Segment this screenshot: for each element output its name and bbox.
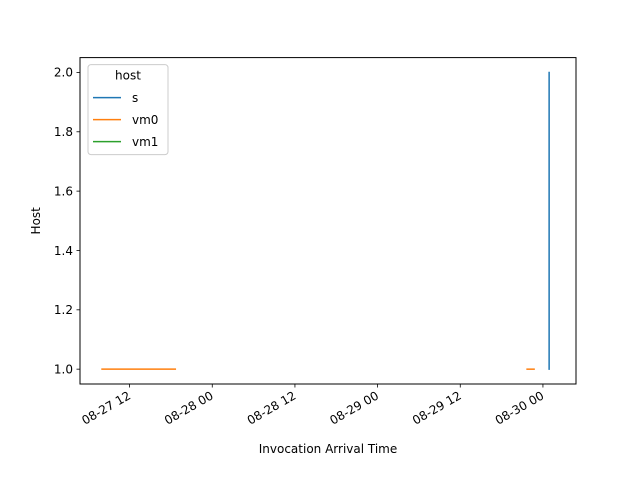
y-axis-label: Host: [29, 207, 43, 235]
legend-frame: [87, 64, 169, 156]
plot-lines: [101, 71, 550, 370]
x-tick-label: 08-28 00: [162, 388, 216, 427]
y-tick-label: 2.0: [54, 66, 73, 80]
y-axis: 1.0 1.2 1.4 1.6 1.8 2.0: [54, 66, 80, 376]
legend-label-vm1: vm1: [132, 135, 158, 149]
x-tick-label: 08-29 00: [327, 388, 381, 427]
y-tick-label: 1.4: [54, 244, 73, 258]
x-axis: 08-27 12 08-28 00 08-28 12 08-29 00 08-29 12…: [79, 384, 546, 428]
x-axis-label: Invocation Arrival Time: [259, 442, 398, 456]
legend-label-s: s: [132, 91, 138, 105]
legend-title: host: [115, 69, 141, 83]
plot-frame: [79, 57, 577, 385]
legend: host s vm0 vm1: [87, 64, 169, 156]
x-tick-label: 08-28 12: [245, 388, 299, 427]
x-tick-label: 08-27 12: [79, 388, 133, 427]
x-tick-label: 08-29 12: [410, 388, 464, 427]
x-tick-label: 08-30 00: [493, 388, 547, 427]
y-tick-label: 1.6: [54, 184, 73, 198]
y-tick-label: 1.0: [54, 362, 73, 376]
y-tick-label: 1.8: [54, 125, 73, 139]
legend-label-vm0: vm0: [132, 113, 158, 127]
y-tick-label: 1.2: [54, 303, 73, 317]
